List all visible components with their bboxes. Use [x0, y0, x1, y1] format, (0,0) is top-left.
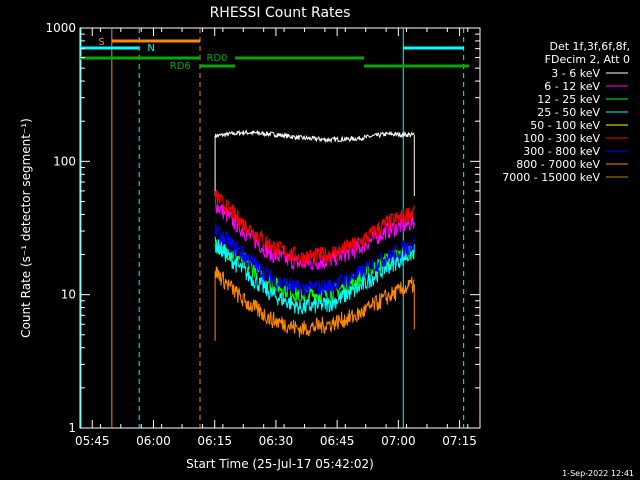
legend-item-label: 800 - 7000 keV — [516, 158, 600, 171]
legend-item-label: 50 - 100 keV — [530, 119, 600, 132]
y-tick-label: 1000 — [45, 21, 76, 35]
x-tick-label: 07:15 — [442, 434, 477, 448]
timestamp-label: 1-Sep-2022 12:41 — [562, 469, 634, 478]
y-tick-label: 10 — [61, 288, 76, 302]
series-line — [214, 129, 415, 144]
x-tick-label: 06:45 — [320, 434, 355, 448]
legend-item-label: 300 - 800 keV — [523, 145, 600, 158]
state-label: N — [147, 43, 154, 54]
y-tick-label: 100 — [53, 154, 76, 168]
series-line — [214, 189, 415, 266]
legend-item-label: 6 - 12 keV — [544, 80, 600, 93]
x-tick-label: 06:00 — [136, 434, 171, 448]
event-markers — [80, 28, 465, 428]
x-tick-label: 05:45 — [75, 434, 110, 448]
legend-header-1: Det 1f,3f,6f,8f, — [549, 40, 630, 53]
x-tick-label: 06:15 — [197, 434, 232, 448]
legend-header-2: FDecim 2, Att 0 — [545, 53, 630, 66]
legend-item-label: 3 - 6 keV — [551, 67, 600, 80]
state-label: S — [98, 37, 104, 48]
series-line — [214, 235, 415, 315]
series-line — [214, 222, 415, 298]
legend: Det 1f,3f,6f,8f, FDecim 2, Att 0 3 - 6 k… — [502, 40, 630, 184]
state-label: RD0 — [207, 53, 228, 64]
x-axis-label: Start Time (25-Jul-17 05:42:02) — [186, 457, 374, 471]
axis-ticks: 05:45 06:00 06:15 06:30 06:45 07:00 07:15 1 10 10… — [45, 21, 480, 448]
legend-item-label: 25 - 50 keV — [537, 106, 600, 119]
legend-item-label: 7000 - 15000 keV — [502, 171, 600, 184]
y-axis-label: Count Rate (s⁻¹ detector segment⁻¹) — [19, 118, 33, 338]
legend-item-label: 12 - 25 keV — [537, 93, 600, 106]
series-lines — [214, 129, 415, 341]
legend-item-label: 100 - 300 keV — [523, 132, 600, 145]
x-tick-label: 06:30 — [259, 434, 294, 448]
state-label: RD6 — [170, 61, 191, 72]
chart-title: RHESSI Count Rates — [210, 5, 351, 21]
state-bars: S N RD0 RD6 — [80, 37, 469, 72]
series-line — [214, 266, 415, 338]
x-tick-label: 07:00 — [381, 434, 416, 448]
plot-area — [79, 27, 481, 429]
y-tick-label: 1 — [68, 421, 76, 435]
